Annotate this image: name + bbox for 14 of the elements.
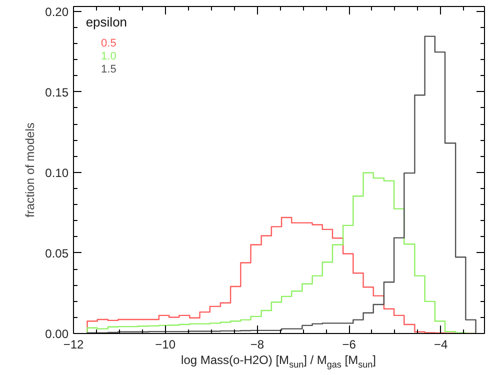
y-tick-label: 0.20 (45, 4, 69, 19)
x-tick-label: −8 (250, 338, 264, 352)
x-tick-label: −10 (155, 338, 176, 352)
x-tick-label: −6 (342, 338, 356, 352)
y-tick-label: 0.15 (45, 85, 69, 100)
text: 1.0 (101, 50, 116, 62)
text: 0.5 (101, 37, 116, 50)
x-axis-title: log Mass(o-H2O) [M$_{sun}$] / M$_{gas}$ [M$_{sun}$] (180, 352, 377, 372)
y-tick-label: 0.05 (45, 246, 69, 260)
text: 1.5 (101, 64, 116, 76)
y-axis-title: fraction of models (23, 122, 38, 218)
legend-title: epsilon (86, 14, 128, 30)
x-tick-label: −4 (434, 338, 448, 352)
y-tick-label: 0.10 (45, 166, 69, 180)
